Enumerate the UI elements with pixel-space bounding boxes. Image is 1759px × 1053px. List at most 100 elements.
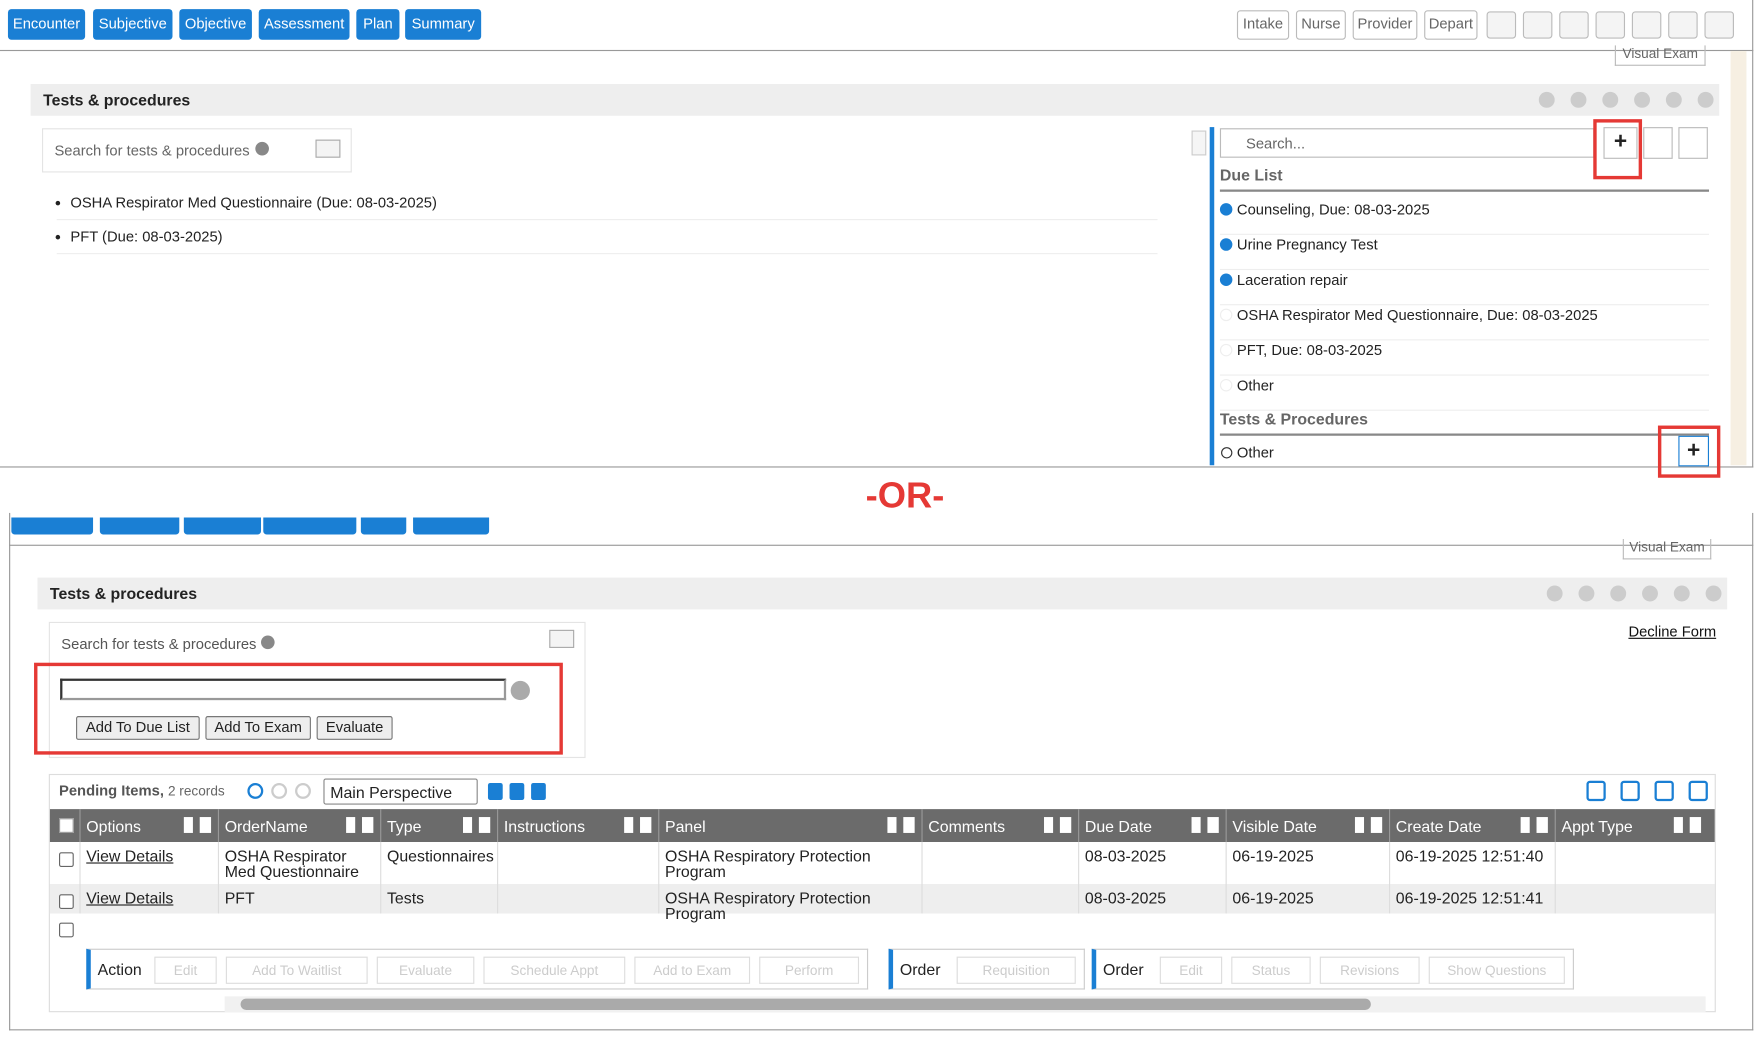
panel-icon[interactable] xyxy=(1705,585,1722,602)
toolbar-icon[interactable] xyxy=(1620,780,1640,802)
nav-tab[interactable]: Intake xyxy=(1236,10,1290,40)
due-item[interactable]: Laceration repair xyxy=(1219,270,1710,306)
toolbar-icon[interactable] xyxy=(1631,11,1662,39)
toolbar-icon[interactable] xyxy=(1688,780,1708,802)
toolbar-icon[interactable] xyxy=(271,783,288,799)
due-item[interactable]: Counseling, Due: 08-03-2025 xyxy=(1219,200,1710,235)
column-header[interactable]: Type xyxy=(380,809,497,843)
panel-icon[interactable] xyxy=(1610,585,1627,602)
due-item[interactable]: PFT, Due: 08-03-2025 xyxy=(1219,340,1710,376)
nav-tab[interactable]: Objective xyxy=(179,9,252,40)
panel-icon[interactable] xyxy=(1642,585,1658,602)
sort-filter-icon[interactable] xyxy=(887,817,915,833)
panel-icon[interactable] xyxy=(1697,91,1714,108)
toolbar-icon[interactable] xyxy=(295,783,311,799)
toolbar-icon[interactable] xyxy=(509,783,525,801)
row-checkbox[interactable] xyxy=(59,922,74,938)
sort-filter-icon[interactable] xyxy=(462,817,491,833)
grid-cell[interactable]: View Details xyxy=(79,842,217,885)
sort-filter-icon[interactable] xyxy=(346,817,374,833)
sort-filter-icon[interactable] xyxy=(1044,817,1072,833)
perspective-select[interactable]: Main Perspective xyxy=(323,778,478,805)
sort-filter-icon[interactable] xyxy=(624,817,652,833)
nav-tab[interactable] xyxy=(11,517,94,535)
panel-icon[interactable] xyxy=(1634,91,1650,108)
action-button[interactable]: Add to Exam xyxy=(634,956,751,984)
panel-icon[interactable] xyxy=(1546,585,1563,602)
panel-icon[interactable] xyxy=(1570,91,1587,108)
grid-cell[interactable]: View Details xyxy=(79,884,217,914)
column-header[interactable]: Due Date xyxy=(1078,809,1226,843)
sort-filter-icon[interactable] xyxy=(1673,817,1702,833)
button[interactable]: Evaluate xyxy=(316,716,393,740)
column-header[interactable]: Options xyxy=(79,809,217,843)
scroll-thumb[interactable] xyxy=(240,998,1371,1010)
toolbar-icon[interactable] xyxy=(487,783,503,801)
header-checkbox[interactable] xyxy=(59,818,74,833)
action-button[interactable]: Show Questions xyxy=(1428,956,1565,984)
nav-tab[interactable] xyxy=(183,517,262,535)
action-button[interactable]: Schedule Appt xyxy=(483,956,626,984)
button[interactable]: Add To Due List xyxy=(76,716,200,740)
panel-icon[interactable] xyxy=(1538,91,1555,108)
toolbar-icon[interactable] xyxy=(247,783,264,799)
nav-tab[interactable]: Assessment xyxy=(258,9,350,40)
sort-filter-icon[interactable] xyxy=(1354,817,1383,833)
nav-tab[interactable]: Provider xyxy=(1352,10,1418,40)
row-checkbox[interactable] xyxy=(59,894,74,909)
due-item[interactable]: Urine Pregnancy Test xyxy=(1219,235,1710,271)
action-button[interactable]: Edit xyxy=(1159,956,1223,984)
button[interactable]: Add To Exam xyxy=(205,716,311,740)
row-checkbox[interactable] xyxy=(59,852,74,867)
nav-tab[interactable]: Encounter xyxy=(7,9,86,40)
expand-button[interactable] xyxy=(1643,127,1673,159)
sort-filter-icon[interactable] xyxy=(1191,817,1219,833)
toolbar-icon[interactable] xyxy=(531,783,546,801)
sort-filter-icon[interactable] xyxy=(1520,817,1548,833)
toolbar-icon[interactable] xyxy=(1559,11,1589,39)
action-button[interactable]: Evaluate xyxy=(376,956,475,984)
action-button[interactable]: Add To Waitlist xyxy=(225,956,368,984)
nav-tab[interactable] xyxy=(99,517,180,535)
visual-exam-button[interactable]: Visual Exam xyxy=(1622,539,1712,560)
visual-exam-button[interactable]: Visual Exam xyxy=(1614,45,1706,66)
column-header[interactable]: Appt Type xyxy=(1554,809,1708,843)
action-button[interactable]: Edit xyxy=(154,956,217,984)
action-button[interactable]: Requisition xyxy=(956,956,1076,984)
due-item[interactable]: Other xyxy=(1219,376,1710,411)
nav-tab[interactable]: Nurse xyxy=(1295,10,1346,40)
panel-icon[interactable] xyxy=(1673,585,1690,602)
nav-tab[interactable]: Depart xyxy=(1424,10,1478,40)
column-header[interactable]: Panel xyxy=(658,809,921,843)
action-button[interactable]: Revisions xyxy=(1319,956,1420,984)
nav-tab[interactable]: Plan xyxy=(356,9,400,40)
search-box[interactable] xyxy=(41,128,352,173)
text-input[interactable] xyxy=(60,678,507,701)
add-button[interactable]: + xyxy=(1678,435,1710,467)
panel-icon[interactable] xyxy=(1602,91,1619,108)
add-button[interactable]: + xyxy=(1603,127,1638,159)
toolbar-icon[interactable] xyxy=(1704,11,1734,39)
action-button[interactable]: Status xyxy=(1231,956,1311,984)
nav-tab[interactable]: Subjective xyxy=(93,9,173,40)
due-item[interactable]: OSHA Respirator Med Questionnaire, Due: … xyxy=(1219,305,1710,341)
action-button[interactable]: Perform xyxy=(759,956,860,984)
panel-icon[interactable] xyxy=(1665,91,1682,108)
panel-icon[interactable] xyxy=(1578,585,1595,602)
column-header[interactable]: Visible Date xyxy=(1225,809,1389,843)
nav-tab[interactable] xyxy=(413,517,490,535)
column-header[interactable]: OrderName xyxy=(217,809,380,843)
side-search[interactable]: Search... xyxy=(1219,128,1595,158)
collapse-arrow[interactable] xyxy=(1191,130,1207,156)
decline-link[interactable]: Decline Form xyxy=(1628,623,1717,641)
collapse-button[interactable] xyxy=(1678,127,1708,159)
toolbar-icon[interactable] xyxy=(1654,780,1674,802)
toolbar-icon[interactable] xyxy=(1668,11,1698,39)
nav-tab[interactable]: Summary xyxy=(405,9,482,40)
sort-filter-icon[interactable] xyxy=(183,817,212,833)
nav-tab[interactable] xyxy=(263,517,357,535)
column-header[interactable]: Create Date xyxy=(1388,809,1555,843)
toolbar-icon[interactable] xyxy=(1486,11,1517,39)
nav-tab[interactable] xyxy=(360,517,407,535)
toolbar-icon[interactable] xyxy=(1586,780,1606,802)
